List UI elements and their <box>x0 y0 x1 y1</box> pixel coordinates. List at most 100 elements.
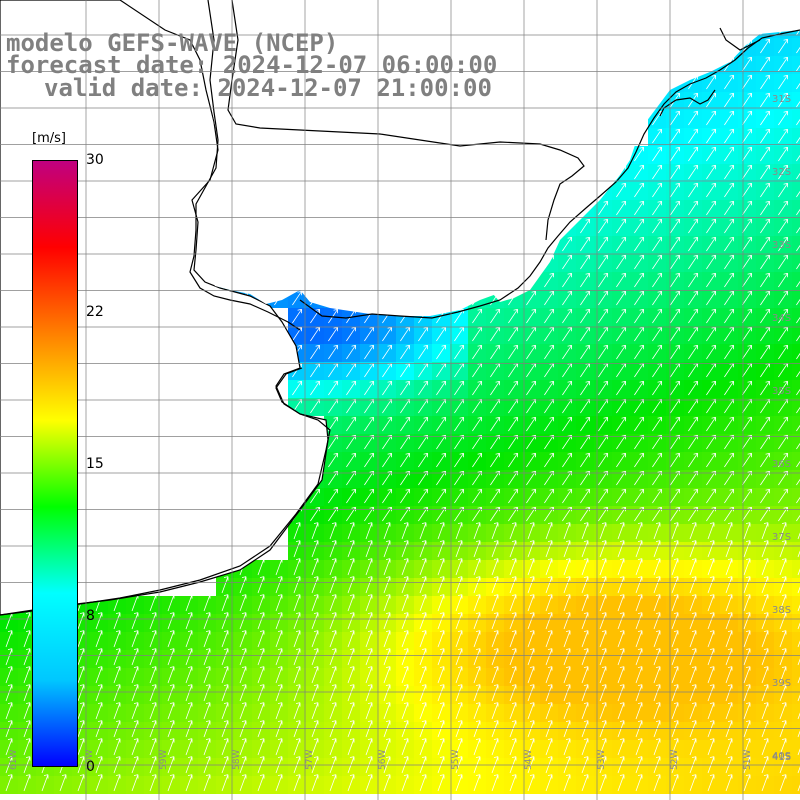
wind-speed-cell <box>432 578 450 596</box>
wind-speed-cell <box>432 542 450 560</box>
wind-arrow <box>454 488 464 504</box>
wind-speed-cell <box>792 236 800 254</box>
wind-arrow <box>364 452 374 468</box>
wind-speed-cell <box>342 722 360 740</box>
wind-arrow <box>329 738 337 756</box>
wind-arrow <box>742 380 752 396</box>
wind-arrow <box>563 522 571 540</box>
wind-arrow <box>527 630 535 648</box>
wind-speed-cell <box>252 722 270 740</box>
wind-arrow <box>707 540 715 558</box>
wind-speed-cell <box>486 326 504 344</box>
wind-arrow <box>329 576 337 594</box>
wind-speed-cell <box>648 722 666 740</box>
wind-speed-cell <box>648 776 666 794</box>
wind-arrow <box>616 272 626 288</box>
wind-arrow <box>419 540 427 558</box>
wind-arrow <box>634 488 644 504</box>
wind-arrow <box>329 558 337 576</box>
wind-arrow <box>796 190 800 198</box>
wind-speed-cell <box>270 560 288 578</box>
wind-arrow <box>652 380 662 396</box>
wind-arrow <box>725 702 733 720</box>
wind-speed-cell <box>792 398 800 416</box>
wind-arrow <box>689 522 697 540</box>
wind-arrow <box>778 164 788 180</box>
wind-arrow <box>436 380 446 396</box>
wind-speed-cell <box>396 632 414 650</box>
wind-speed-cell <box>522 578 540 596</box>
wind-arrow <box>581 666 589 684</box>
wind-arrow <box>725 630 733 648</box>
wind-arrow <box>778 92 788 108</box>
wind-arrow <box>311 522 319 540</box>
wind-arrow <box>725 522 733 540</box>
wind-arrow <box>455 774 463 792</box>
wind-speed-cell <box>414 560 432 578</box>
wind-arrow <box>742 326 752 342</box>
wind-arrow <box>563 774 571 792</box>
wind-speed-cell <box>648 506 666 524</box>
wind-speed-cell <box>648 542 666 560</box>
wind-arrow <box>670 326 680 342</box>
wind-arrow <box>491 630 499 648</box>
wind-speed-cell <box>18 758 36 776</box>
wind-arrow <box>400 326 410 342</box>
wind-arrow <box>796 388 800 396</box>
wind-arrow <box>419 738 427 756</box>
wind-arrow <box>761 540 769 558</box>
wind-arrow <box>689 648 697 666</box>
wind-arrow <box>526 290 536 306</box>
wind-arrow <box>365 576 373 594</box>
wind-speed-cell <box>630 686 648 704</box>
wind-arrow <box>670 254 680 270</box>
wind-speed-cell <box>540 488 558 506</box>
wind-speed-cell <box>756 560 774 578</box>
wind-speed-cell <box>756 326 774 344</box>
wind-arrow <box>491 558 499 576</box>
wind-arrow <box>634 146 644 162</box>
wind-arrow <box>418 488 428 504</box>
wind-arrow <box>671 522 679 540</box>
wind-arrow <box>455 612 463 630</box>
wind-speed-cell <box>756 650 774 668</box>
wind-arrow <box>472 488 482 504</box>
wind-speed-cell <box>576 506 594 524</box>
wind-speed-cell <box>270 758 288 776</box>
wind-speed-cell <box>486 524 504 542</box>
wind-arrow <box>347 702 355 720</box>
wind-arrow <box>724 200 734 216</box>
wind-speed-cell <box>792 488 800 506</box>
wind-speed-cell <box>738 326 756 344</box>
wind-speed-cell <box>486 308 504 326</box>
wind-speed-cell <box>342 614 360 632</box>
wind-arrow <box>473 648 481 666</box>
wind-speed-cell <box>648 236 666 254</box>
wind-speed-cell <box>792 560 800 578</box>
wind-speed-cell <box>486 704 504 722</box>
wind-arrow <box>688 488 698 504</box>
wind-arrow <box>635 522 643 540</box>
wind-speed-cell <box>630 560 648 578</box>
wind-speed-cell <box>756 254 774 272</box>
wind-speed-cell <box>288 524 306 542</box>
wind-speed-cell <box>432 560 450 578</box>
wind-arrow <box>742 416 752 432</box>
wind-speed-cell <box>342 704 360 722</box>
wind-speed-cell <box>756 704 774 722</box>
wind-speed-cell <box>306 506 324 524</box>
wind-arrow <box>185 774 193 792</box>
wind-arrow <box>581 738 589 756</box>
wind-speed-cell <box>450 758 468 776</box>
wind-speed-cell <box>738 740 756 758</box>
wind-arrow <box>329 594 337 612</box>
wind-speed-cell <box>108 632 126 650</box>
wind-arrow <box>761 648 769 666</box>
wind-arrow <box>77 684 85 702</box>
wind-speed-cell <box>756 740 774 758</box>
wind-arrow <box>329 648 337 666</box>
wind-speed-cell <box>648 200 666 218</box>
wind-speed-cell <box>522 704 540 722</box>
wind-speed-cell <box>630 668 648 686</box>
wind-speed-cell <box>216 686 234 704</box>
